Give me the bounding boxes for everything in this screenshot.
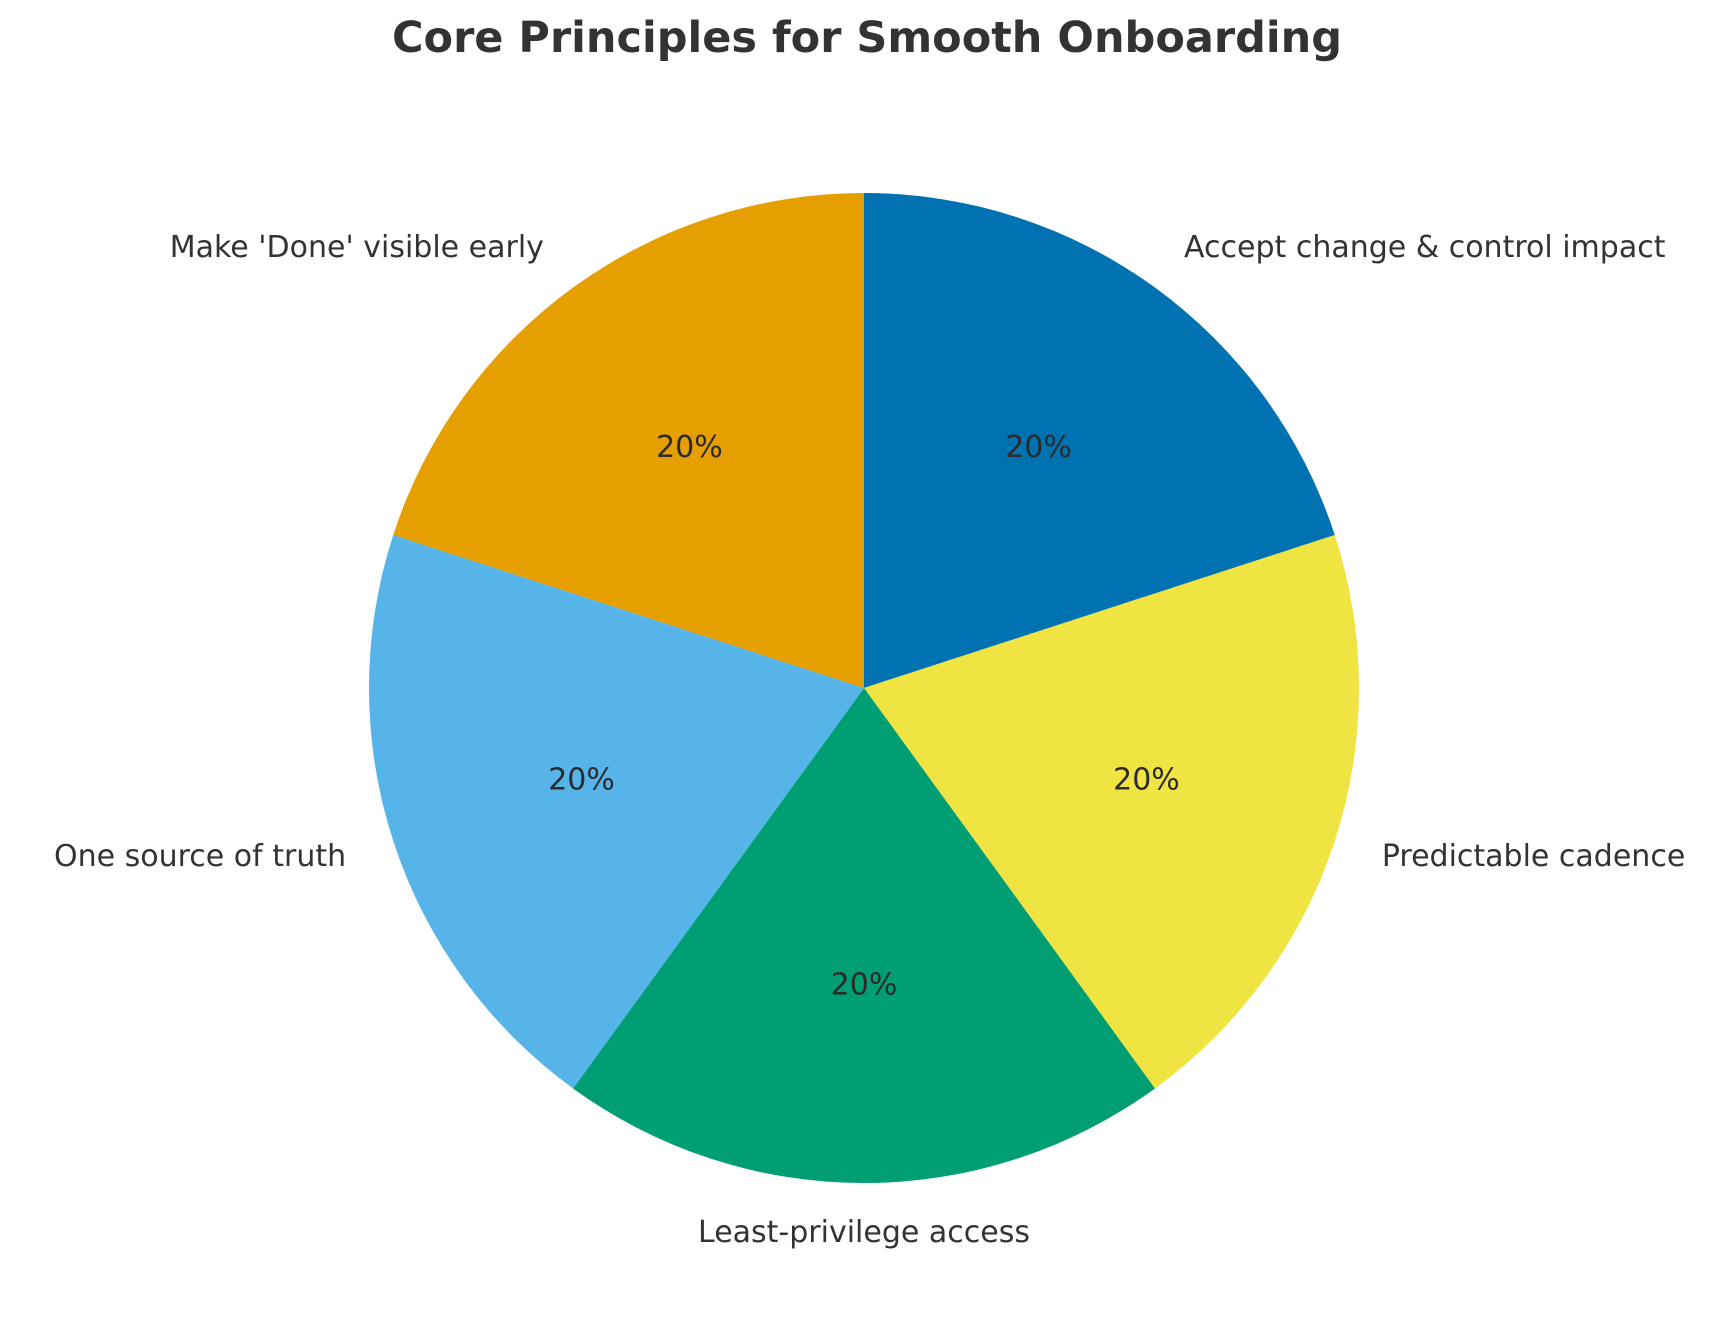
category-labels: Accept change & control impact Predictabl… <box>54 230 1685 1250</box>
percent-label: 20% <box>1005 430 1072 465</box>
pie-slices <box>369 193 1359 1183</box>
category-label-one-source-of-truth: One source of truth <box>54 839 346 874</box>
category-label-predictable-cadence: Predictable cadence <box>1382 839 1685 874</box>
pie-slice-predictable-cadence <box>864 535 1359 1089</box>
pie-slice-one-source-of-truth <box>369 535 864 1089</box>
pie-slice-accept-change-control-impact <box>864 193 1335 688</box>
chart-title: Core Principles for Smooth Onboarding <box>392 13 1342 63</box>
percent-label: 20% <box>831 968 898 1003</box>
percent-labels: 20% 20% 20% 20% 20% <box>548 430 1180 1002</box>
pie-slice-least-privilege-access <box>573 688 1155 1183</box>
category-label-least-privilege-access: Least-privilege access <box>698 1215 1030 1250</box>
percent-label: 20% <box>1113 762 1180 797</box>
pie-slice-make-done-visible-early <box>393 193 864 688</box>
percent-label: 20% <box>656 430 723 465</box>
category-label-make-done-visible-early: Make 'Done' visible early <box>170 230 544 265</box>
category-label-accept-change-control-impact: Accept change & control impact <box>1184 230 1666 265</box>
percent-label: 20% <box>548 762 615 797</box>
